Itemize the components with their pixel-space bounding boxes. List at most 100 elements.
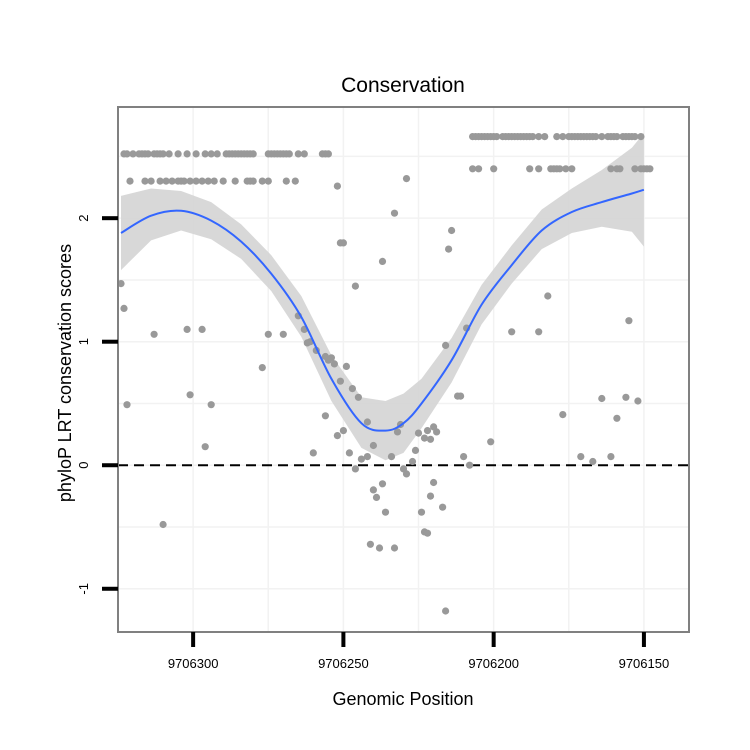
data-point — [366, 540, 374, 548]
data-point — [426, 435, 435, 443]
data-point — [117, 280, 125, 288]
data-point — [387, 453, 396, 461]
data-point — [363, 453, 371, 461]
data-point — [213, 150, 221, 158]
data-point — [423, 529, 432, 537]
y-axis-ticks: -1 0 1 2 — [76, 215, 118, 595]
data-point — [192, 177, 200, 185]
data-point — [442, 341, 450, 349]
data-point — [544, 292, 552, 300]
data-point — [165, 150, 173, 158]
data-point — [285, 150, 293, 158]
data-point — [381, 508, 390, 516]
data-point — [348, 385, 356, 393]
chart-title: Conservation — [341, 74, 465, 97]
data-point — [402, 470, 411, 478]
data-point — [369, 441, 377, 450]
data-point — [556, 165, 564, 173]
data-point — [324, 150, 332, 158]
y-tick-label: 2 — [76, 215, 91, 222]
data-point — [372, 493, 381, 501]
data-point — [430, 478, 438, 487]
data-point — [129, 150, 137, 158]
data-point — [616, 165, 624, 173]
data-point — [631, 165, 639, 173]
data-point — [526, 165, 534, 173]
data-point — [258, 364, 266, 372]
data-point — [150, 330, 158, 338]
data-point — [411, 446, 420, 454]
data-point — [417, 508, 426, 516]
data-point — [466, 461, 474, 469]
data-point — [607, 165, 615, 173]
data-point — [637, 133, 645, 141]
data-point — [330, 360, 338, 368]
data-point — [433, 428, 441, 436]
data-point — [279, 330, 287, 338]
data-point — [378, 257, 387, 265]
data-point — [159, 520, 167, 529]
data-point — [258, 177, 266, 185]
data-point — [375, 544, 384, 552]
data-point — [345, 449, 353, 457]
data-point — [336, 377, 344, 385]
data-point — [168, 177, 176, 185]
data-point — [423, 427, 432, 435]
data-point — [264, 177, 272, 185]
data-point — [309, 449, 317, 457]
data-point — [589, 457, 597, 466]
data-point — [354, 393, 362, 401]
data-point — [553, 133, 561, 141]
data-point — [183, 150, 191, 158]
data-point — [369, 486, 377, 494]
data-point — [634, 397, 642, 405]
data-point — [321, 412, 329, 420]
x-axis-label: Genomic Position — [332, 689, 473, 709]
data-point — [445, 245, 453, 253]
data-point — [535, 133, 543, 141]
data-point — [408, 457, 417, 466]
data-point — [487, 438, 495, 446]
data-point — [249, 150, 257, 158]
plot-border — [117, 106, 690, 633]
data-point — [559, 411, 567, 419]
data-point — [126, 177, 134, 185]
data-point — [529, 133, 537, 141]
data-point — [183, 325, 191, 333]
y-tick-label: 1 — [76, 338, 91, 345]
data-point — [141, 177, 149, 185]
data-point — [493, 133, 501, 141]
data-point — [613, 133, 621, 141]
data-point — [159, 150, 167, 158]
data-point — [204, 177, 212, 185]
data-point — [156, 177, 164, 185]
data-point — [625, 317, 633, 325]
data-point — [198, 325, 206, 333]
data-point — [327, 354, 335, 362]
x-axis-ticks: 9706300 9706250 9706200 9706150 — [168, 632, 669, 671]
data-point — [162, 177, 170, 185]
data-point — [342, 362, 350, 370]
data-point — [448, 226, 456, 235]
data-point — [378, 480, 387, 488]
data-point — [508, 328, 516, 336]
data-point — [439, 503, 447, 511]
data-point — [123, 150, 131, 158]
data-point — [390, 209, 399, 217]
data-point — [339, 239, 347, 247]
data-point — [198, 177, 206, 185]
data-point — [123, 401, 131, 409]
data-point — [300, 150, 308, 158]
data-point — [201, 150, 209, 158]
data-point — [469, 165, 477, 173]
data-point — [607, 453, 615, 461]
x-tick-label: 9706250 — [318, 656, 369, 671]
data-point — [631, 133, 639, 141]
data-point — [219, 177, 227, 185]
data-point — [622, 393, 630, 401]
data-point — [613, 414, 621, 422]
data-point — [339, 427, 347, 435]
data-point — [249, 177, 257, 185]
x-tick-label: 9706300 — [168, 656, 219, 671]
